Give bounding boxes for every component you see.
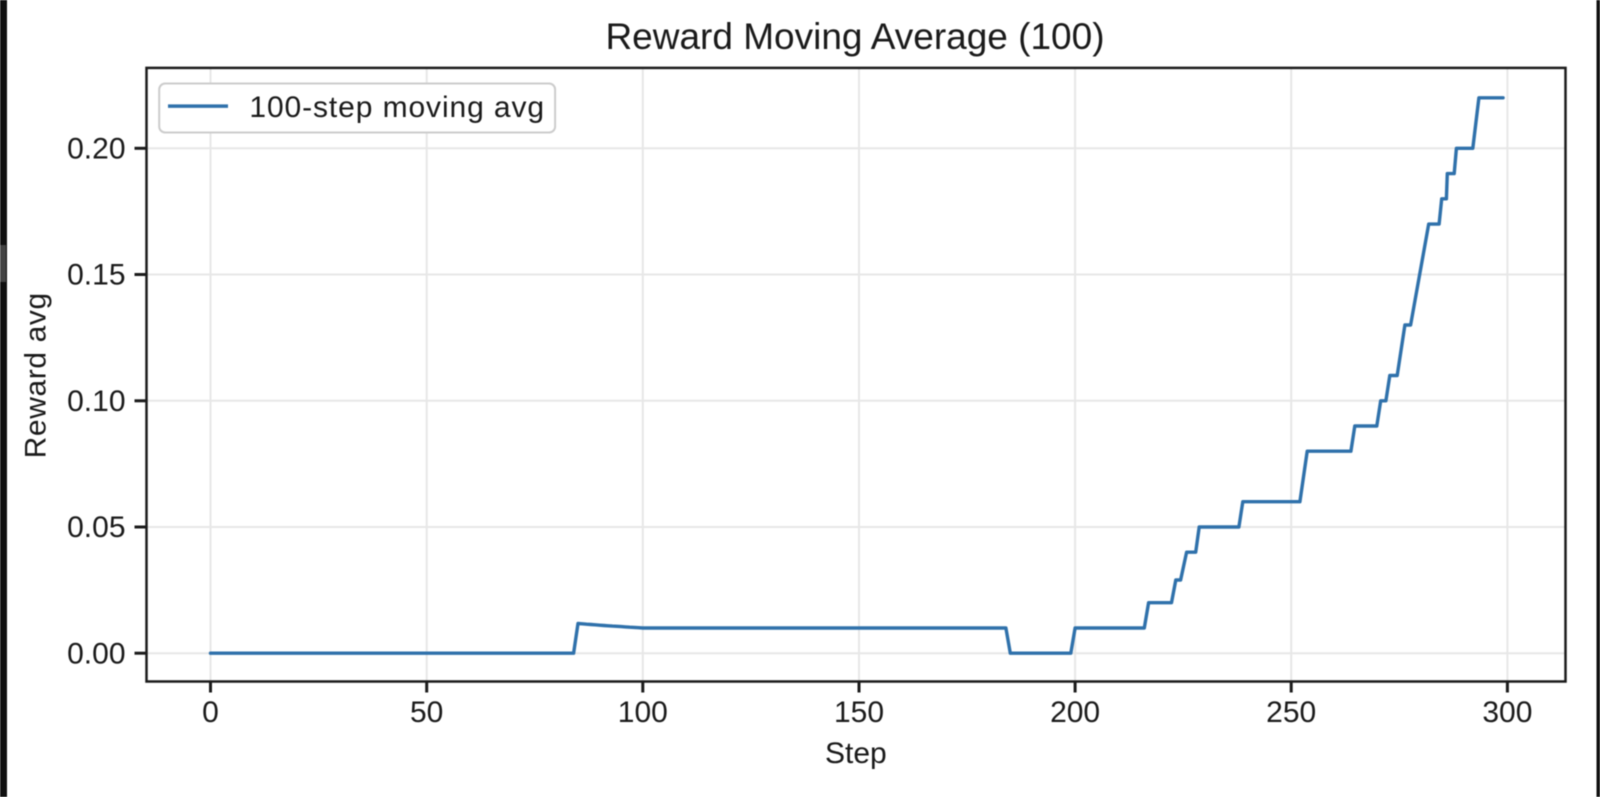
svg-text:Reward Moving Average (100): Reward Moving Average (100) [605, 16, 1104, 57]
svg-text:100-step moving avg: 100-step moving avg [249, 91, 545, 124]
svg-text:0.20: 0.20 [67, 133, 125, 166]
svg-text:100: 100 [618, 696, 668, 729]
svg-text:300: 300 [1482, 696, 1532, 729]
svg-text:50: 50 [410, 696, 443, 729]
svg-text:Step: Step [825, 737, 887, 770]
svg-text:0.00: 0.00 [67, 637, 125, 670]
svg-text:0.10: 0.10 [67, 385, 125, 418]
svg-text:0.15: 0.15 [67, 259, 125, 292]
svg-text:200: 200 [1050, 696, 1100, 729]
svg-text:Reward avg: Reward avg [20, 292, 53, 458]
svg-text:150: 150 [834, 696, 884, 729]
svg-text:0: 0 [202, 696, 219, 729]
svg-text:0.05: 0.05 [67, 511, 125, 544]
svg-text:250: 250 [1266, 696, 1316, 729]
